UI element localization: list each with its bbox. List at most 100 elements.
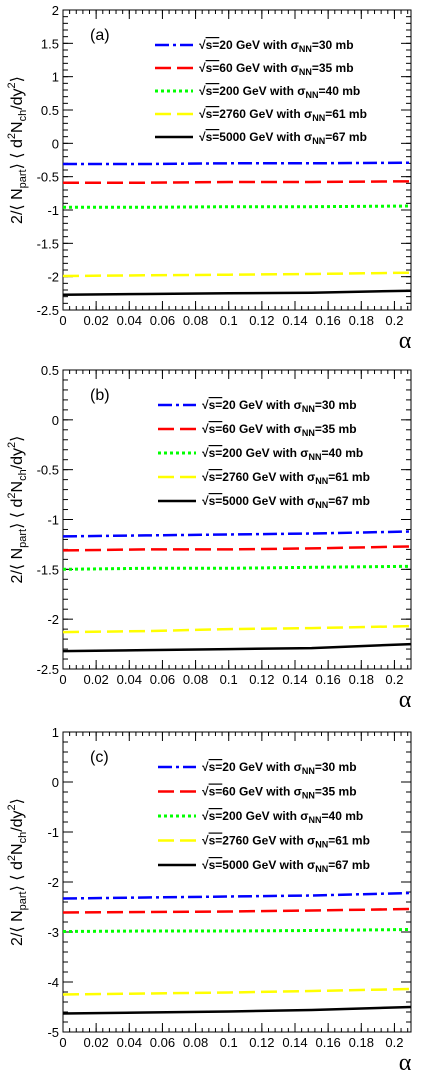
x-tick-label: 0.1 xyxy=(220,313,238,328)
x-axis-title: α xyxy=(399,687,412,713)
y-tick-label: 1 xyxy=(52,725,59,740)
y-tick-label: -2 xyxy=(47,612,59,627)
x-tick-label: 0.18 xyxy=(349,1035,374,1050)
x-tick-label: 0.2 xyxy=(385,672,403,687)
y-tick-label: -4 xyxy=(47,975,59,990)
y-tick-label: -0.5 xyxy=(37,170,59,185)
plot-frame xyxy=(62,9,412,311)
y-tick-label: 0.5 xyxy=(41,103,59,118)
series-line-200gev xyxy=(63,204,412,209)
x-tick-label: 0 xyxy=(59,1035,66,1050)
x-tick-label: 0.04 xyxy=(117,313,142,328)
y-tick-label: -5 xyxy=(47,1025,59,1040)
y-axis-title: 2/⟨ Npart⟩ ⟨ d2Nch/dy2⟩ xyxy=(6,76,29,224)
legend-entry-2760gev: √s=2760 GeV with σNN=61 mb xyxy=(199,107,367,123)
panel-2: 0 0.02 0.04 0.06 0.08 0.1 0.12 0.14 0.16 0.18 0.2 -… xyxy=(6,363,412,713)
plot-frame xyxy=(62,731,412,1033)
y-tick-label: 1.5 xyxy=(41,36,59,51)
legend-entry-200gev: √s=200 GeV with σNN=40 mb xyxy=(202,446,363,462)
x-tick-label: 0.14 xyxy=(282,313,307,328)
legend-entry-2760gev: √s=2760 GeV with σNN=61 mb xyxy=(202,834,370,850)
y-tick-label: -2.5 xyxy=(37,662,59,677)
series-line-60gev xyxy=(63,180,412,184)
legend-entry-60gev: √s=60 GeV with σNN=35 mb xyxy=(202,785,357,801)
legend-entry-200gev: √s=200 GeV with σNN=40 mb xyxy=(202,809,363,825)
series-line-60gev xyxy=(62,545,412,552)
legend-entry-20gev: √s=20 GeV with σNN=30 mb xyxy=(202,760,357,776)
y-tick-label: 0.5 xyxy=(41,363,59,378)
x-tick-label: 0.16 xyxy=(315,313,340,328)
y-tick-label: -1.5 xyxy=(37,562,59,577)
series-line-5000gev xyxy=(62,1005,412,1015)
x-tick-label: 0.16 xyxy=(315,1035,340,1050)
y-tick-label: 0 xyxy=(52,775,59,790)
panel-1: 0 0.02 0.04 0.06 0.08 0.1 0.12 0.14 0.16 0.18 0.2 -… xyxy=(6,3,412,354)
x-tick-label: 0.18 xyxy=(349,672,374,687)
series-line-2760gev xyxy=(62,624,412,634)
x-tick-label: 0 xyxy=(59,313,66,328)
legend-entry-60gev: √s=60 GeV with σNN=35 mb xyxy=(202,422,357,438)
x-tick-label: 0.2 xyxy=(385,313,403,328)
y-tick-label: 0 xyxy=(52,413,59,428)
x-tick-label: 0.08 xyxy=(183,313,208,328)
legend-entry-60gev: √s=60 GeV with σNN=35 mb xyxy=(199,61,354,77)
y-tick-label: 1 xyxy=(52,70,59,85)
legend-entry-5000gev: √s=5000 GeV with σNN=67 mb xyxy=(202,858,370,874)
x-tick-label: 0.06 xyxy=(150,313,175,328)
series-line-20gev xyxy=(63,161,412,166)
x-tick-label: 0.12 xyxy=(249,672,274,687)
legend-entry-5000gev: √s=5000 GeV with σNN=67 mb xyxy=(199,130,367,146)
y-axis-title: 2/⟨ Npart⟩ ⟨ d2Nch/dy2⟩ xyxy=(6,798,29,946)
y-tick-label: 2 xyxy=(52,3,59,18)
x-tick-label: 0.14 xyxy=(282,672,307,687)
y-axis-title: 2/⟨ Npart⟩ ⟨ d2Nch/dy2⟩ xyxy=(6,436,29,584)
y-tick-label: -1 xyxy=(47,203,59,218)
x-tick-label: 0.08 xyxy=(183,672,208,687)
panel-label: (c) xyxy=(90,749,109,766)
y-tick-label: -0.5 xyxy=(37,463,59,478)
x-tick-label: 0.06 xyxy=(150,1035,175,1050)
x-axis-title: α xyxy=(399,328,412,354)
x-tick-label: 0.16 xyxy=(315,672,340,687)
legend-entry-2760gev: √s=2760 GeV with σNN=61 mb xyxy=(202,470,370,486)
x-tick-label: 0.04 xyxy=(117,672,142,687)
x-tick-label: 0.14 xyxy=(282,1035,307,1050)
series-line-200gev xyxy=(62,564,412,571)
x-tick-label: 0.1 xyxy=(220,1035,238,1050)
x-tick-label: 0.2 xyxy=(385,1035,403,1050)
y-tick-label: 0 xyxy=(52,136,59,151)
series-line-2760gev xyxy=(62,987,412,996)
panel-3: 0 0.02 0.04 0.06 0.08 0.1 0.12 0.14 0.16 0.18 0.2 -… xyxy=(6,725,412,1076)
x-tick-label: 0.02 xyxy=(83,313,108,328)
legend-entry-5000gev: √s=5000 GeV with σNN=67 mb xyxy=(202,494,370,510)
series-line-20gev xyxy=(62,891,412,900)
series-line-5000gev xyxy=(62,642,412,653)
y-tick-label: -2 xyxy=(47,875,59,890)
x-tick-label: 0.02 xyxy=(83,1035,108,1050)
panel-label: (b) xyxy=(90,387,110,404)
x-axis-title: α xyxy=(399,1050,412,1076)
x-tick-label: 0.08 xyxy=(183,1035,208,1050)
x-tick-label: 0.02 xyxy=(83,672,108,687)
x-tick-label: 0.12 xyxy=(249,313,274,328)
panel-label: (a) xyxy=(90,27,110,44)
series-line-60gev xyxy=(62,907,412,914)
series-line-200gev xyxy=(62,928,412,933)
y-tick-label: -1 xyxy=(47,513,59,528)
x-tick-label: 0.04 xyxy=(117,1035,142,1050)
y-tick-label: -2.5 xyxy=(37,303,59,318)
y-tick-label: -2 xyxy=(47,270,59,285)
x-tick-label: 0.12 xyxy=(249,1035,274,1050)
legend-entry-20gev: √s=20 GeV with σNN=30 mb xyxy=(202,398,357,414)
series-line-2760gev xyxy=(62,271,412,278)
plot-frame xyxy=(62,369,412,670)
legend-entry-20gev: √s=20 GeV with σNN=30 mb xyxy=(199,38,354,54)
series-line-5000gev xyxy=(62,289,412,296)
y-tick-label: -3 xyxy=(47,925,59,940)
x-tick-label: 0.18 xyxy=(349,313,374,328)
legend-entry-200gev: √s=200 GeV with σNN=40 mb xyxy=(199,84,360,100)
y-tick-label: -1 xyxy=(47,825,59,840)
x-tick-label: 0.1 xyxy=(220,672,238,687)
x-tick-label: 0.06 xyxy=(150,672,175,687)
